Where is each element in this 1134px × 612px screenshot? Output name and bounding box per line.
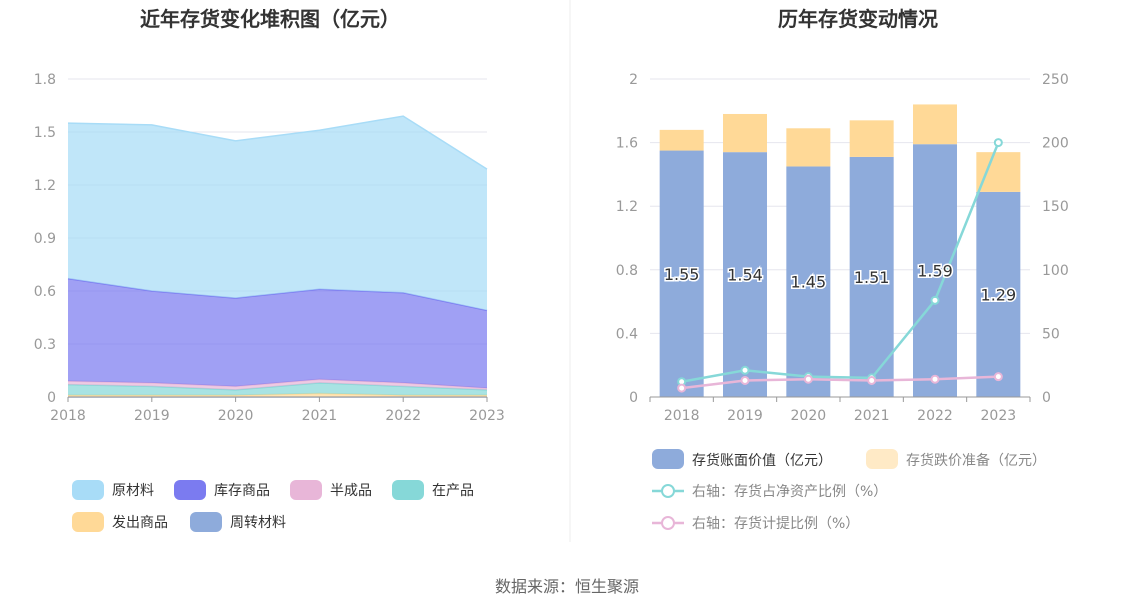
left-x-tick-label: 2019 bbox=[134, 408, 170, 424]
left-x-tick-label: 2023 bbox=[469, 408, 505, 424]
right-chart-axis: 0 0.4 0.8 1.2 1.6 2 0 50 100 150 200 250 2018 2019 202… bbox=[616, 72, 1069, 424]
right-y-tick-label: 2 bbox=[629, 72, 638, 88]
area-series bbox=[68, 393, 487, 397]
line-point bbox=[930, 374, 940, 384]
bar-data-label: 1.51 bbox=[854, 268, 890, 287]
data-source: 数据来源：恒生聚源 bbox=[495, 577, 639, 596]
bar-book-value bbox=[976, 191, 1021, 397]
legend-swatch bbox=[190, 512, 222, 532]
legend-label: 库存商品 bbox=[214, 483, 270, 499]
legend-swatch bbox=[72, 480, 104, 500]
legend-label: 存货账面价值（亿元） bbox=[692, 452, 832, 469]
legend-label: 原材料 bbox=[112, 483, 154, 499]
right-y2-tick-label: 200 bbox=[1042, 136, 1069, 152]
line-series bbox=[681, 142, 1000, 383]
left-x-tick-label: 2021 bbox=[302, 408, 338, 424]
legend-label: 发出商品 bbox=[112, 515, 168, 531]
left-y-tick-label: 1.8 bbox=[34, 72, 56, 88]
bar-impairment bbox=[723, 113, 767, 153]
right-y-tick-label: 1.6 bbox=[616, 136, 638, 152]
left-chart-title: 近年存货变化堆积图（亿元） bbox=[140, 7, 400, 31]
bar-data-label: 1.45 bbox=[791, 273, 827, 292]
line-point bbox=[993, 138, 1003, 148]
right-y2-tick-label: 250 bbox=[1042, 72, 1069, 88]
bar-book-value bbox=[786, 166, 831, 397]
left-x-tick-label: 2020 bbox=[218, 408, 254, 424]
line-point bbox=[803, 374, 813, 384]
bar-book-value bbox=[849, 156, 894, 397]
right-y2-tick-label: 100 bbox=[1042, 263, 1069, 279]
bar-impairment bbox=[659, 129, 704, 151]
left-y-tick-label: 0.6 bbox=[34, 284, 56, 300]
right-x-tick-label: 2019 bbox=[727, 408, 763, 424]
line-point bbox=[993, 372, 1003, 382]
bar-book-value bbox=[913, 144, 957, 397]
right-x-tick-label: 2023 bbox=[981, 408, 1017, 424]
legend-swatch bbox=[652, 449, 684, 469]
bar-data-label: 1.55 bbox=[664, 265, 700, 284]
right-y-tick-label: 0.8 bbox=[616, 263, 638, 279]
right-chart-lines bbox=[677, 138, 1003, 393]
legend-label: 半成品 bbox=[330, 483, 372, 499]
area-series-edge bbox=[67, 115, 488, 170]
right-y-tick-label: 0 bbox=[629, 390, 638, 406]
bar-impairment bbox=[786, 128, 831, 167]
legend-swatch bbox=[174, 480, 206, 500]
left-chart-axis: 0 0.3 0.6 0.9 1.2 1.5 1.8 2018 2019 2020 2021 2022 2… bbox=[34, 72, 505, 424]
right-chart-bars bbox=[659, 104, 1021, 397]
legend-label: 存货跌价准备（亿元） bbox=[906, 452, 1046, 469]
line-point bbox=[740, 365, 750, 375]
line-point bbox=[740, 375, 750, 385]
left-y-tick-label: 0.3 bbox=[34, 337, 56, 353]
area-series bbox=[68, 116, 487, 311]
left-chart-areas bbox=[67, 115, 488, 398]
legend-label: 周转材料 bbox=[230, 515, 286, 531]
right-x-tick-label: 2022 bbox=[917, 408, 953, 424]
bar-impairment bbox=[913, 104, 957, 145]
right-y2-tick-label: 150 bbox=[1042, 199, 1069, 215]
line-point bbox=[677, 383, 687, 393]
bar-data-label: 1.29 bbox=[981, 285, 1017, 304]
right-chart-grid bbox=[650, 78, 1030, 398]
bar-impairment bbox=[976, 152, 1021, 192]
legend-swatch bbox=[392, 480, 424, 500]
line-point bbox=[867, 375, 877, 385]
right-y2-tick-label: 0 bbox=[1042, 390, 1051, 406]
right-chart-legend: 存货账面价值（亿元） 存货跌价准备（亿元） 右轴：存货占净资产比例（%） 右轴：存货计… bbox=[652, 449, 1046, 532]
line-point bbox=[930, 295, 940, 305]
right-chart-bar-labels: 1.55 1.54 1.45 1.51 1.59 1.29 bbox=[662, 260, 1017, 306]
legend-label: 在产品 bbox=[432, 483, 474, 499]
right-x-tick-label: 2018 bbox=[664, 408, 700, 424]
right-y2-tick-label: 50 bbox=[1042, 326, 1060, 342]
left-x-tick-label: 2018 bbox=[50, 408, 86, 424]
left-y-tick-label: 1.2 bbox=[34, 178, 56, 194]
legend-line-marker bbox=[661, 484, 675, 498]
right-chart-title: 历年存货变动情况 bbox=[778, 7, 938, 31]
legend-line-marker bbox=[661, 516, 675, 530]
legend-swatch bbox=[866, 449, 898, 469]
bar-data-label: 1.59 bbox=[917, 262, 953, 281]
bar-data-label: 1.54 bbox=[727, 266, 763, 285]
left-y-tick-label: 0.9 bbox=[34, 231, 56, 247]
bar-book-value bbox=[723, 152, 767, 397]
left-y-tick-label: 1.5 bbox=[34, 125, 56, 141]
left-y-tick-label: 0 bbox=[47, 390, 56, 406]
right-y-tick-label: 0.4 bbox=[616, 326, 638, 342]
right-x-tick-label: 2021 bbox=[854, 408, 890, 424]
legend-swatch bbox=[72, 512, 104, 532]
legend-swatch bbox=[290, 480, 322, 500]
line-series bbox=[681, 375, 999, 390]
bar-impairment bbox=[849, 120, 894, 157]
legend-label: 右轴：存货计提比例（%） bbox=[692, 515, 859, 532]
left-x-tick-label: 2022 bbox=[385, 408, 421, 424]
legend-label: 右轴：存货占净资产比例（%） bbox=[692, 483, 887, 500]
right-x-tick-label: 2020 bbox=[791, 408, 827, 424]
area-series bbox=[68, 278, 487, 389]
bar-book-value bbox=[659, 150, 704, 397]
right-y-tick-label: 1.2 bbox=[616, 199, 638, 215]
